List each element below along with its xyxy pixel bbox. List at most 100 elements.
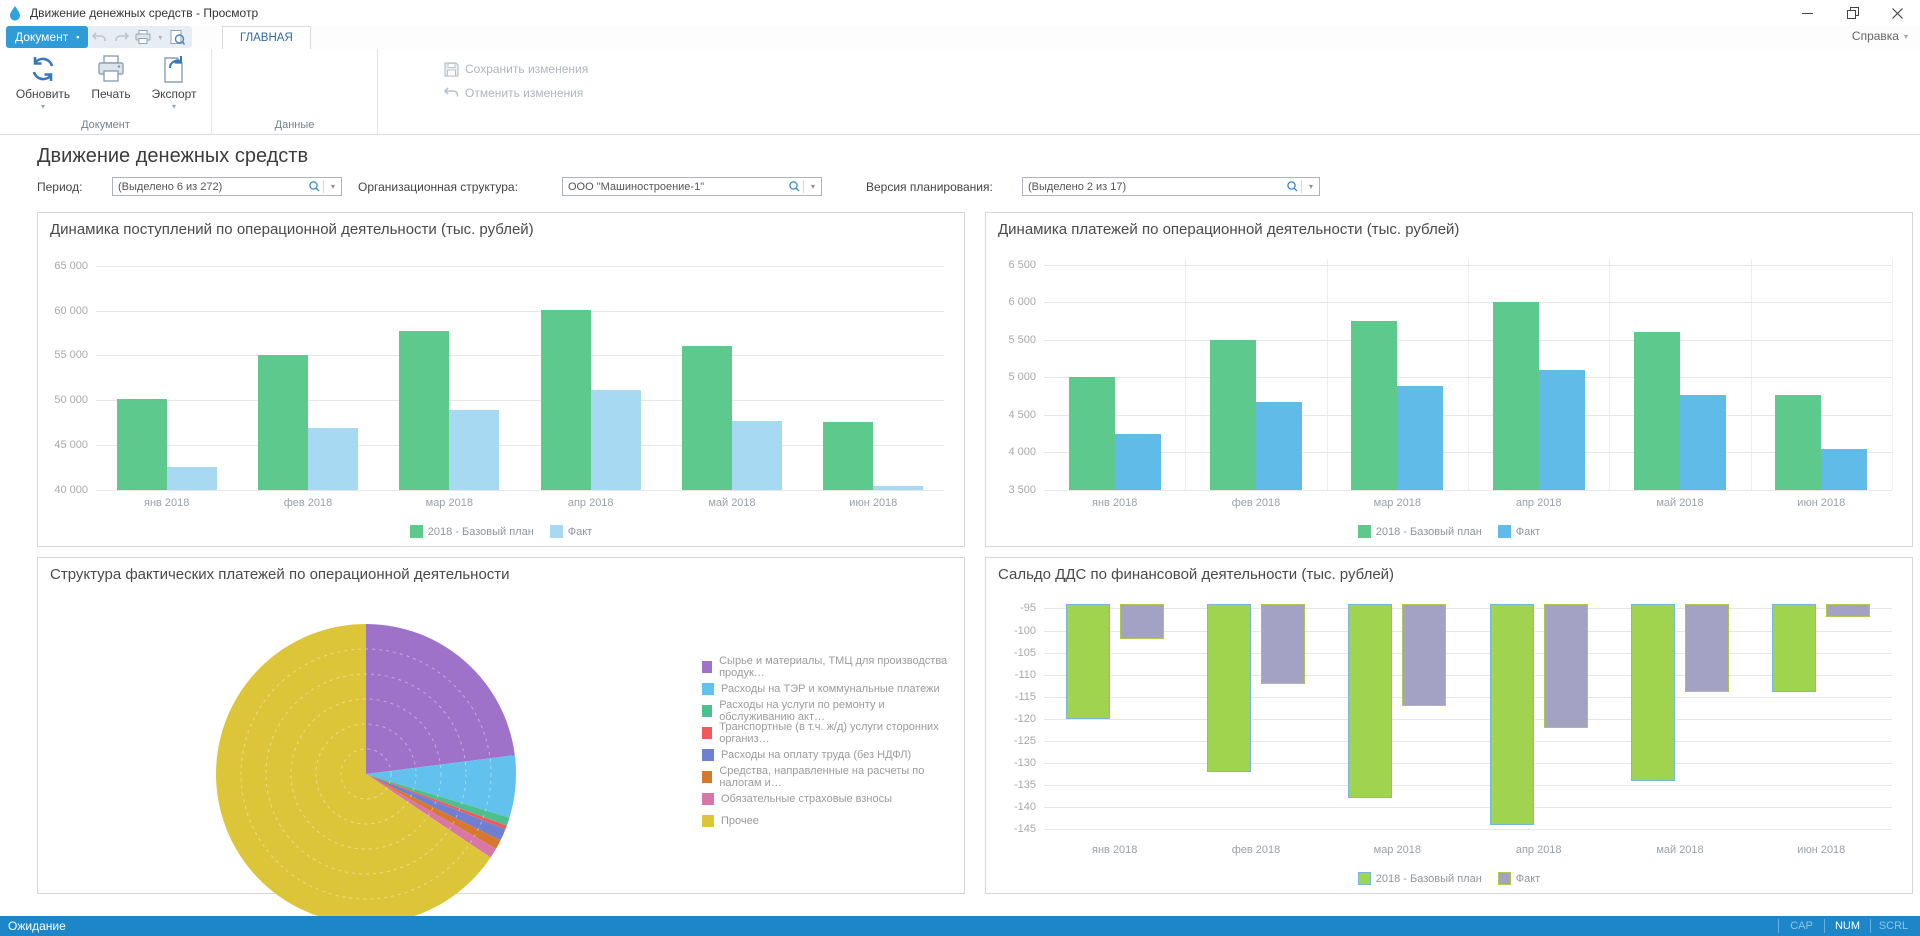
x-tick-label: мар 2018 <box>1373 844 1421 856</box>
minimize-icon <box>1802 12 1813 14</box>
undo-quick-button[interactable] <box>88 26 110 48</box>
title-bar: Движение денежных средств - Просмотр <box>0 0 1920 26</box>
chart-title: Сальдо ДДС по финансовой деятельности (т… <box>998 566 1395 583</box>
legend-swatch <box>549 525 563 538</box>
chevron-down-icon[interactable]: ▾ <box>810 182 815 191</box>
close-button[interactable] <box>1875 0 1920 26</box>
legend-label: Средства, направленные на расчеты по нал… <box>719 765 925 789</box>
legend-swatch <box>702 749 714 761</box>
print-label: Печать <box>91 87 131 101</box>
tab-glavnaya[interactable]: ГЛАВНАЯ <box>222 26 311 49</box>
print-button[interactable]: Печать <box>80 54 142 101</box>
legend-swatch <box>702 771 713 783</box>
x-tick-label: мар 2018 <box>425 497 473 509</box>
refresh-button[interactable]: Обновить ▾ <box>12 54 74 111</box>
y-tick-label: -145 <box>1013 823 1036 836</box>
grid-line <box>96 490 944 491</box>
printer-icon <box>98 55 124 82</box>
pie-slice <box>366 774 510 826</box>
y-tick-label: 6 500 <box>1008 258 1036 271</box>
y-tick-label: 6 000 <box>1008 296 1036 309</box>
grid-line <box>1044 377 1892 379</box>
export-button[interactable]: Экспорт ▾ <box>143 54 205 111</box>
chevron-down-icon[interactable]: ▾ <box>1308 182 1313 191</box>
bar <box>1543 604 1588 728</box>
v-grid-line <box>1185 259 1187 490</box>
bar <box>1207 604 1251 772</box>
bar <box>1348 604 1393 799</box>
bar <box>1351 321 1398 490</box>
x-tick-label: фев 2018 <box>283 497 333 509</box>
bar <box>116 399 167 490</box>
chevron-down-icon[interactable]: ▾ <box>330 182 335 191</box>
y-tick-label: -105 <box>1013 646 1036 659</box>
caps-lock-indicator: CAP <box>1778 919 1824 933</box>
preview-quick-button[interactable] <box>166 26 188 48</box>
org-structure-combobox[interactable]: ООО "Машиностроение-1" ▾ <box>562 177 822 196</box>
payments-structure-pie-chart: Сырье и материалы, ТМЦ для производства … <box>50 592 952 924</box>
refresh-label: Обновить <box>15 87 71 101</box>
x-tick-label: апр 2018 <box>567 497 614 509</box>
legend-label: Расходы на услуги по ремонту и обслужива… <box>719 699 885 723</box>
save-changes-button[interactable]: Сохранить изменения <box>444 59 588 79</box>
bar <box>682 345 732 490</box>
printer-icon <box>135 30 151 44</box>
legend-label: 2018 - Базовый план <box>1375 872 1482 885</box>
restore-button[interactable] <box>1830 0 1875 26</box>
pie-legend: Сырье и материалы, ТМЦ для производства … <box>702 655 952 832</box>
legend-label: Факт <box>1515 525 1541 538</box>
help-button[interactable]: Справка ▾ <box>1852 29 1908 43</box>
search-icon <box>306 181 322 192</box>
redo-quick-button[interactable] <box>110 26 132 48</box>
pie-grid-ring <box>315 723 417 825</box>
document-menu-button[interactable]: Документ ▪ <box>6 26 89 48</box>
legend-swatch <box>1497 525 1511 538</box>
quick-access-toolbar: Документ ▪ ▾ <box>6 26 193 48</box>
bar <box>1261 604 1305 684</box>
bar <box>1402 604 1447 706</box>
y-tick-label: -115 <box>1014 690 1036 703</box>
x-tick-label: фев 2018 <box>1231 497 1281 509</box>
y-tick-label: -100 <box>1013 624 1036 637</box>
legend-item: Факт <box>1497 525 1541 538</box>
x-tick-label: мар 2018 <box>1373 497 1421 509</box>
combo-divider <box>323 180 324 193</box>
chevron-down-icon: ▾ <box>171 102 176 111</box>
print-dropdown-button[interactable]: ▾ <box>154 26 166 48</box>
x-tick-label: апр 2018 <box>1515 844 1562 856</box>
undo-changes-button[interactable]: Отменить изменения <box>444 83 583 103</box>
bar <box>1492 302 1539 490</box>
pie-slice <box>366 774 506 841</box>
filter-label-period: Период: <box>37 180 83 194</box>
chart-panel-payments: Динамика платежей по операционной деятел… <box>985 212 1913 547</box>
undo-icon <box>91 31 106 41</box>
legend-label: Сырье и материалы, ТМЦ для производства … <box>719 655 948 679</box>
legend-item: Обязательные страховые взносы <box>702 788 952 810</box>
pie-grid-ring <box>240 648 492 900</box>
v-grid-line <box>1892 259 1893 490</box>
bar <box>308 428 358 490</box>
x-tick-label: май 2018 <box>1656 844 1704 856</box>
pie-grid-ring <box>290 698 442 850</box>
legend-item: Транспортные (в т.ч. ж/д) услуги сторонн… <box>702 721 952 745</box>
grid-line <box>96 400 944 402</box>
chevron-down-icon: ▾ <box>1903 31 1908 41</box>
bar <box>1826 604 1871 618</box>
bar <box>1631 604 1675 781</box>
pie-slice <box>215 624 491 924</box>
x-tick-label: янв 2018 <box>143 497 190 509</box>
period-value: (Выделено 6 из 272) <box>118 180 223 193</box>
page-title: Движение денежных средств <box>37 145 309 167</box>
num-lock-indicator: NUM <box>1824 919 1870 933</box>
grid-line <box>1044 785 1892 787</box>
minimize-button[interactable] <box>1785 0 1830 26</box>
legend-item: Расходы на услуги по ремонту и обслужива… <box>702 699 952 723</box>
app-droplet-icon <box>10 6 20 21</box>
period-combobox[interactable]: (Выделено 6 из 272) ▾ <box>112 177 342 196</box>
y-tick-label: -120 <box>1013 712 1036 725</box>
plan-version-combobox[interactable]: (Выделено 2 из 17) ▾ <box>1022 177 1320 196</box>
grid-line <box>1044 652 1892 654</box>
y-tick-label: 65 000 <box>54 259 88 272</box>
print-quick-button[interactable] <box>132 26 154 48</box>
